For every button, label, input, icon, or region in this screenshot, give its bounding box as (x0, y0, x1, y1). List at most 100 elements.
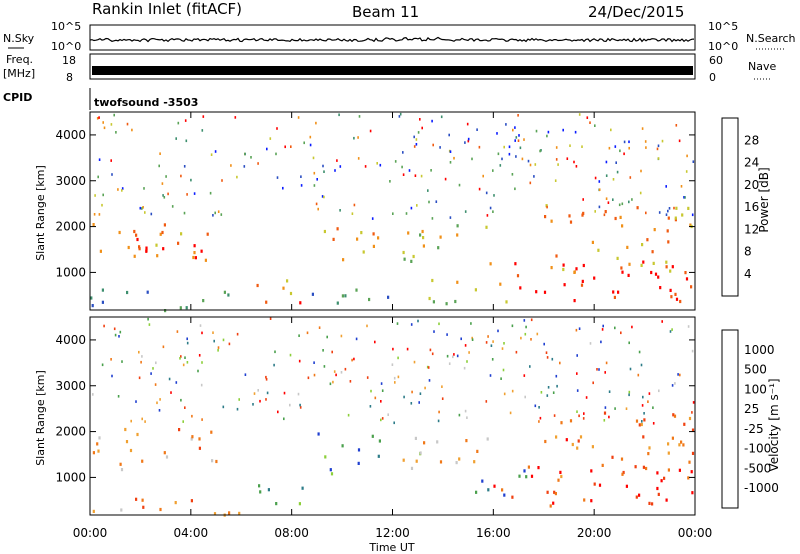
heat-cell (571, 442, 574, 447)
heat-cell (628, 140, 630, 144)
heat-cell (688, 460, 691, 464)
x-tick-label: 12:00 (375, 526, 410, 540)
heat-cell (129, 448, 133, 453)
heat-cell (547, 130, 550, 134)
heat-cell (543, 290, 547, 294)
heat-cell (175, 381, 178, 384)
colorbar-tick-label: 4 (744, 267, 752, 281)
heat-cell (501, 488, 504, 492)
heat-cell (665, 185, 667, 188)
heat-cell (98, 116, 100, 119)
heat-cell (438, 410, 440, 414)
heat-cell (297, 392, 300, 396)
heat-cell (114, 333, 117, 337)
heat-cell (518, 474, 521, 478)
nsky-trace (89, 36, 695, 43)
power-colorbar: 28 24 20 16 12 8 4 (721, 117, 759, 297)
heat-cell (426, 365, 429, 369)
heat-cell (471, 338, 474, 341)
heat-cell (620, 457, 624, 461)
heat-cell (645, 466, 648, 471)
heat-cell (322, 164, 324, 168)
heat-cell (642, 435, 645, 439)
heat-cell (605, 197, 608, 200)
heat-cell (458, 457, 461, 461)
heat-cell (133, 254, 136, 258)
heat-cell (186, 341, 189, 345)
heat-cell (185, 139, 188, 143)
heat-cell (266, 147, 268, 151)
heat-cell (623, 152, 625, 156)
heat-cell (674, 382, 676, 385)
heat-cell (576, 389, 579, 392)
heat-cell (576, 354, 578, 357)
heat-cell (377, 236, 380, 240)
heat-cell (687, 206, 690, 210)
heat-cell (440, 115, 443, 119)
heat-cell (306, 331, 309, 335)
heat-cell (605, 361, 608, 365)
y-tick-label: 1000 (55, 265, 86, 279)
heat-cell (175, 137, 177, 140)
heat-cell (135, 233, 138, 237)
heat-cell (403, 257, 406, 261)
y-tick-label: 2000 (55, 220, 86, 234)
heat-cell (604, 371, 606, 374)
heat-cell (667, 451, 670, 455)
x-tick-label: 00:00 (73, 526, 108, 540)
heat-cell (313, 184, 316, 187)
heat-cell (642, 465, 645, 469)
heat-cell (555, 146, 558, 149)
heat-cell (397, 375, 400, 379)
heat-cell (243, 165, 246, 168)
heat-cell (439, 146, 441, 149)
heat-cell (340, 371, 343, 374)
heat-cell (601, 328, 604, 331)
heat-cell (338, 113, 340, 117)
heat-cell (675, 297, 679, 301)
colorbar-tick-label: -500 (744, 461, 771, 475)
heat-cell (621, 202, 624, 206)
heat-cell (101, 203, 103, 207)
heat-cell (358, 115, 361, 118)
heat-cell (569, 220, 573, 224)
heat-cell (402, 151, 404, 154)
heat-cell (380, 418, 382, 422)
power-yticks: 1000 2000 3000 4000 (55, 128, 695, 279)
heat-cell (113, 327, 116, 331)
heat-cell (683, 422, 686, 426)
heat-cell (546, 356, 549, 359)
heat-cell (201, 418, 203, 421)
x-tick-label: 16:00 (476, 526, 511, 540)
heat-cell (396, 322, 399, 325)
heat-cell (580, 283, 584, 287)
heat-cell (616, 256, 619, 260)
heat-cell (267, 488, 270, 492)
heat-cell (581, 213, 584, 217)
heat-cell (529, 163, 532, 167)
heat-cell (598, 180, 601, 183)
heat-cell (429, 348, 432, 352)
heat-cell (576, 410, 578, 413)
x-tick-label: 04:00 (174, 526, 209, 540)
heat-cell (177, 241, 180, 245)
heat-cell (456, 233, 459, 237)
heat-cell (658, 211, 661, 214)
heat-cell (460, 337, 462, 341)
heat-cell (681, 213, 684, 217)
heat-cell (96, 117, 99, 120)
heat-cell (456, 280, 459, 284)
heat-cell (613, 295, 616, 299)
heat-cell (573, 270, 576, 274)
heat-cell (605, 174, 608, 177)
heat-cell (90, 296, 93, 300)
heat-cell (217, 210, 220, 213)
heat-cell (688, 416, 692, 421)
heat-cell (214, 211, 216, 215)
heat-cell (379, 163, 382, 167)
heat-cell (121, 187, 124, 190)
heat-cell (650, 270, 653, 275)
heat-cell (691, 213, 694, 217)
heat-cell (141, 417, 143, 421)
heat-cell (645, 211, 647, 215)
